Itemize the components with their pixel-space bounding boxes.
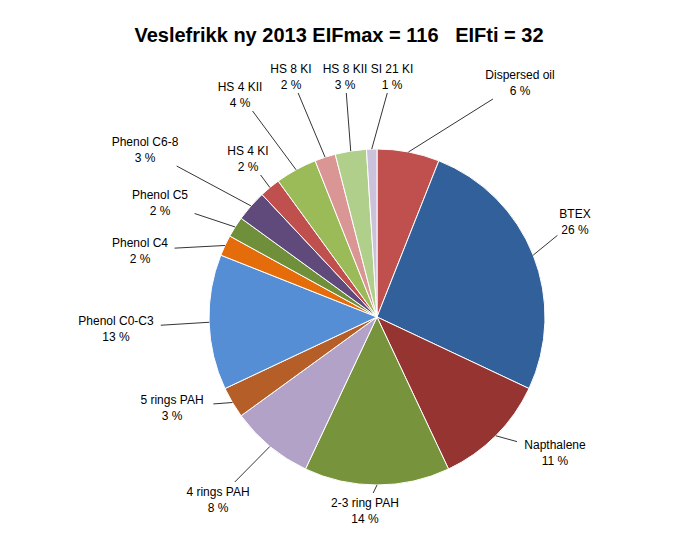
svg-text:BTEX26 %: BTEX26 % [559,207,590,237]
svg-text:Phenol C6-83 %: Phenol C6-83 % [112,135,179,165]
svg-text:HS 8 KII3 %: HS 8 KII3 % [323,62,368,92]
svg-text:Napthalene11 %: Napthalene11 % [524,438,586,468]
svg-text:HS 4 KI2 %: HS 4 KI2 % [227,144,268,174]
html-text:Veslefrikk ny 2013 EIFmax = 11: Veslefrikk ny 2013 EIFmax = 116 EIFti = … [134,24,544,46]
svg-text:HS 4 KII4 %: HS 4 KII4 % [218,80,263,110]
svg-text:Dispersed oil6 %: Dispersed oil6 % [485,68,554,98]
svg-text:SI 21 KI1 %: SI 21 KI1 % [371,62,414,92]
svg-text:2-3 ring PAH14 %: 2-3 ring PAH14 % [331,496,399,526]
svg-text:HS 8 KI2 %: HS 8 KI2 % [270,62,311,92]
svg-text:5 rings PAH3 %: 5 rings PAH3 % [140,393,203,423]
svg-text:4 rings PAH8 %: 4 rings PAH8 % [186,485,249,515]
svg-text:Phenol C42 %: Phenol C42 % [112,236,168,266]
svg-text:Phenol C52 %: Phenol C52 % [132,188,188,218]
svg-text:Phenol C0-C313 %: Phenol C0-C313 % [78,314,154,344]
